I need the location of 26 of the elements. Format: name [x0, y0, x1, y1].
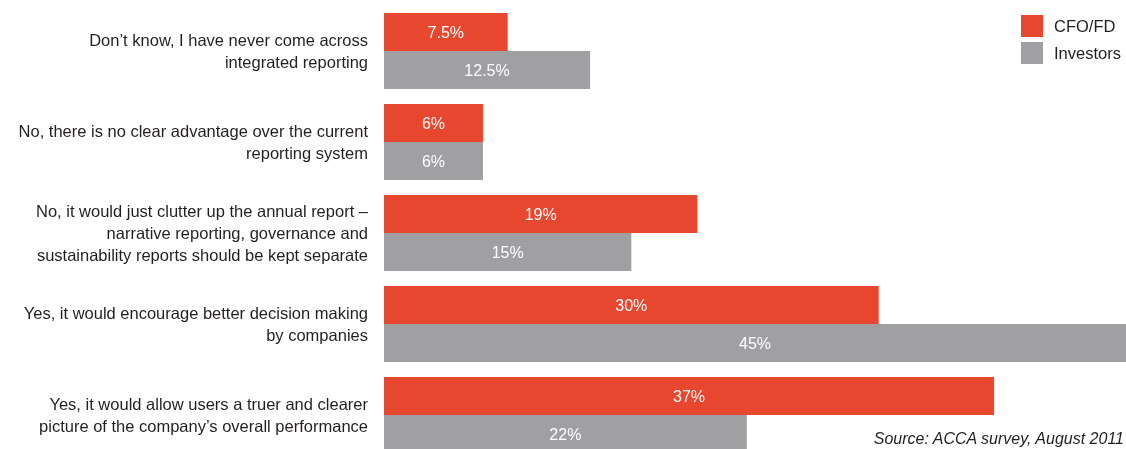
data-label: 22% [549, 426, 582, 443]
bar [384, 195, 698, 233]
legend-label: CFO/FD [1054, 17, 1116, 35]
y-tick-label: Yes, it would allow users a truer and clearer picture of the company’s overall performance [39, 395, 369, 435]
bar [384, 51, 591, 89]
data-label: 19% [524, 206, 557, 223]
data-label: 30% [615, 297, 648, 314]
data-label: 7.5% [427, 24, 465, 41]
bar [384, 142, 483, 180]
legend-label: Investors [1054, 44, 1121, 62]
data-label: 6% [421, 153, 446, 170]
data-label: 37% [673, 388, 706, 405]
data-label: 45% [738, 335, 772, 352]
bar [384, 13, 508, 51]
y-tick-label: Yes, it would encourage better decision making by companies [23, 304, 368, 344]
bar [384, 286, 879, 324]
bar [384, 233, 632, 271]
bar [384, 104, 483, 142]
data-label: 12.5% [464, 62, 510, 79]
annotation: Source: ACCA survey, August 2011 [873, 430, 1124, 447]
y-tick-label: No, it would just clutter up the annual report – narrative reporting, governance and sustainability reports should be kept separate [35, 202, 369, 264]
data-label: 6% [421, 115, 446, 132]
bar [384, 324, 1126, 362]
data-label: 15% [491, 244, 524, 261]
y-tick-label: No, there is no clear advantage over the current reporting system [18, 122, 369, 162]
y-tick-label: Don’t know, I have never come across integrated reporting [89, 31, 368, 71]
